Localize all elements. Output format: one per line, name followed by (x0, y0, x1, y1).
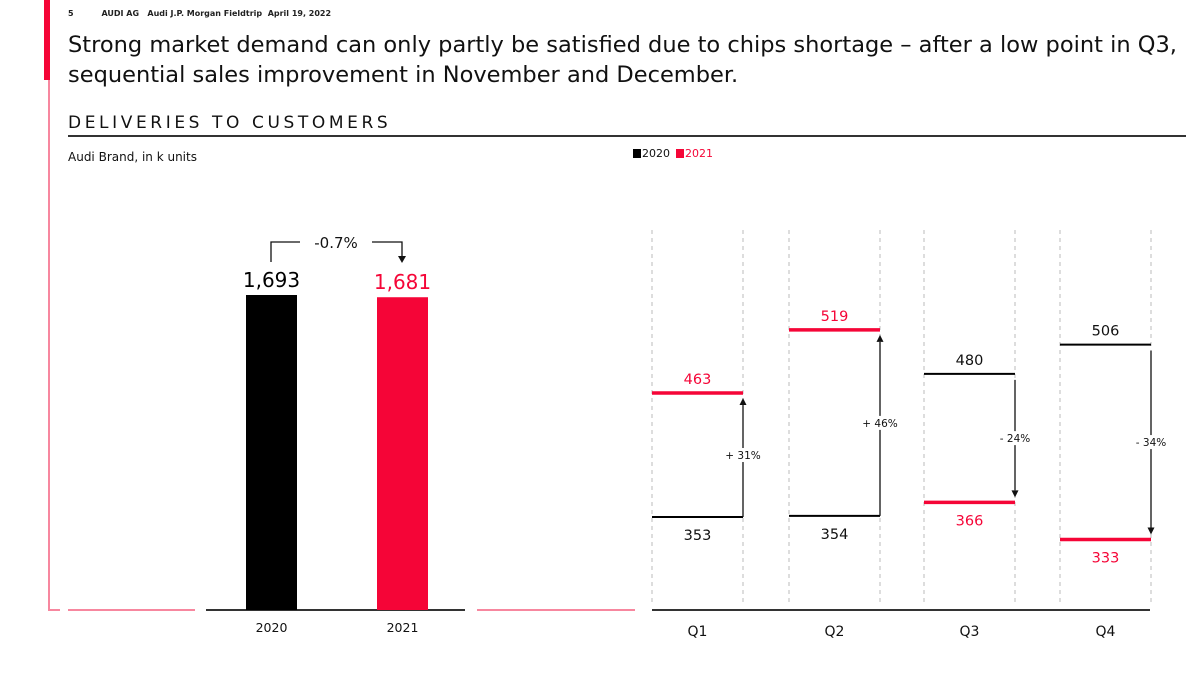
section-divider (68, 135, 1186, 137)
x-tick-label: 2021 (387, 620, 419, 635)
change-label-background (993, 431, 1037, 446)
x-tick-label: Q2 (825, 624, 845, 640)
value-label-2021: 519 (821, 309, 849, 325)
change-label: -0.7% (314, 234, 358, 252)
change-arrow-head (398, 256, 406, 263)
page-number: 5 (68, 9, 74, 18)
change-label: - 34% (1136, 437, 1166, 449)
value-label-2020: 354 (821, 527, 849, 543)
bar-value-label: 1,681 (374, 270, 431, 294)
legend-swatch-2020 (633, 149, 641, 158)
accent-bar (44, 0, 50, 80)
legend-swatch-2021 (676, 149, 684, 158)
x-tick-label: Q4 (1096, 624, 1116, 640)
change-label-background (858, 415, 902, 430)
legend-item-2021: 2021 (676, 147, 713, 160)
chart-subtitle: Audi Brand, in k units (68, 150, 197, 164)
header-meta: 5 AUDI AG Audi J.P. Morgan Fieldtrip Apr… (68, 9, 331, 18)
change-bracket-right (372, 241, 403, 256)
x-tick-label: 2020 (256, 620, 288, 635)
value-label-2020: 506 (1092, 324, 1120, 340)
change-bracket-left (270, 241, 300, 262)
bar-value-label: 1,693 (243, 268, 300, 292)
change-label: - 24% (1000, 433, 1030, 445)
slide-title: Strong market demand can only partly be … (68, 32, 1177, 88)
legend-label-2020: 2020 (642, 147, 670, 160)
bar-2020 (246, 295, 297, 610)
value-label-2021: 366 (956, 513, 984, 529)
legend: 2020 2021 (633, 147, 713, 160)
value-label-2021: 463 (684, 372, 712, 388)
change-arrow-head (1011, 490, 1019, 498)
change-arrow-head (1147, 527, 1155, 535)
change-label-background (721, 448, 765, 463)
bar-2021 (377, 297, 428, 610)
change-arrow-head (739, 398, 747, 406)
value-label-2021: 333 (1092, 551, 1120, 567)
change-arrow-head (876, 334, 884, 342)
value-label-2020: 353 (684, 528, 712, 544)
section-title: DELIVERIES TO CUSTOMERS (68, 113, 392, 133)
x-tick-label: Q1 (688, 624, 708, 640)
change-label: + 31% (725, 450, 760, 462)
change-label-background (1129, 435, 1173, 450)
legend-label-2021: 2021 (685, 147, 713, 160)
value-label-2020: 480 (956, 353, 984, 369)
header-meta-text: AUDI AG Audi J.P. Morgan Fieldtrip April… (101, 9, 332, 18)
x-tick-label: Q3 (960, 624, 980, 640)
change-label: + 46% (862, 418, 897, 430)
legend-item-2020: 2020 (633, 147, 670, 160)
